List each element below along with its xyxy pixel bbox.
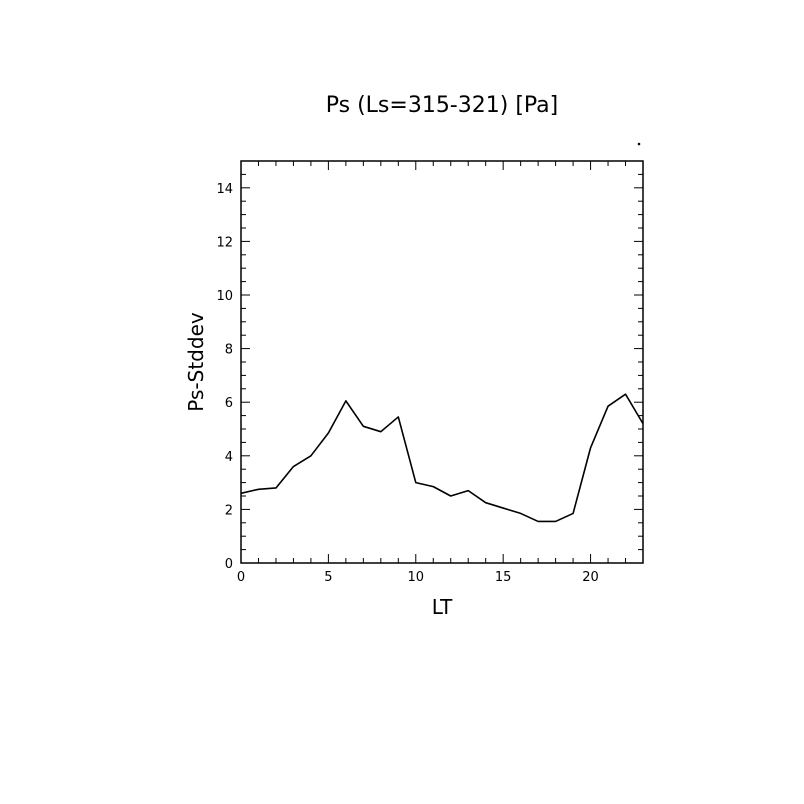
y-tick-label: 14 [216, 182, 233, 197]
x-axis-title: LT [432, 595, 453, 619]
tick-labels: 0 5 10 15 20 0 2 4 6 8 10 12 14 [216, 182, 598, 585]
y-tick-label: 8 [225, 343, 233, 358]
x-tick-label: 0 [237, 570, 245, 585]
chart-title: Ps (Ls=315-321) [Pa] [326, 93, 559, 118]
series-line [240, 393, 644, 523]
y-tick-label: 6 [225, 396, 233, 411]
x-tick-label: 20 [582, 570, 599, 585]
y-tick-label: 2 [225, 503, 233, 518]
plot-frame [240, 160, 644, 564]
x-tick-label: 5 [324, 570, 332, 585]
x-tick-label: 15 [495, 570, 512, 585]
y-tick-label: 10 [216, 289, 233, 304]
y-tick-label: 4 [225, 450, 233, 465]
corner-marker [637, 142, 641, 146]
x-tick-label: 10 [408, 570, 425, 585]
y-axis-title: Ps-Stddev [184, 312, 208, 412]
y-tick-label: 12 [216, 235, 233, 250]
axis-ticks [240, 160, 644, 564]
y-tick-label: 0 [225, 557, 233, 572]
